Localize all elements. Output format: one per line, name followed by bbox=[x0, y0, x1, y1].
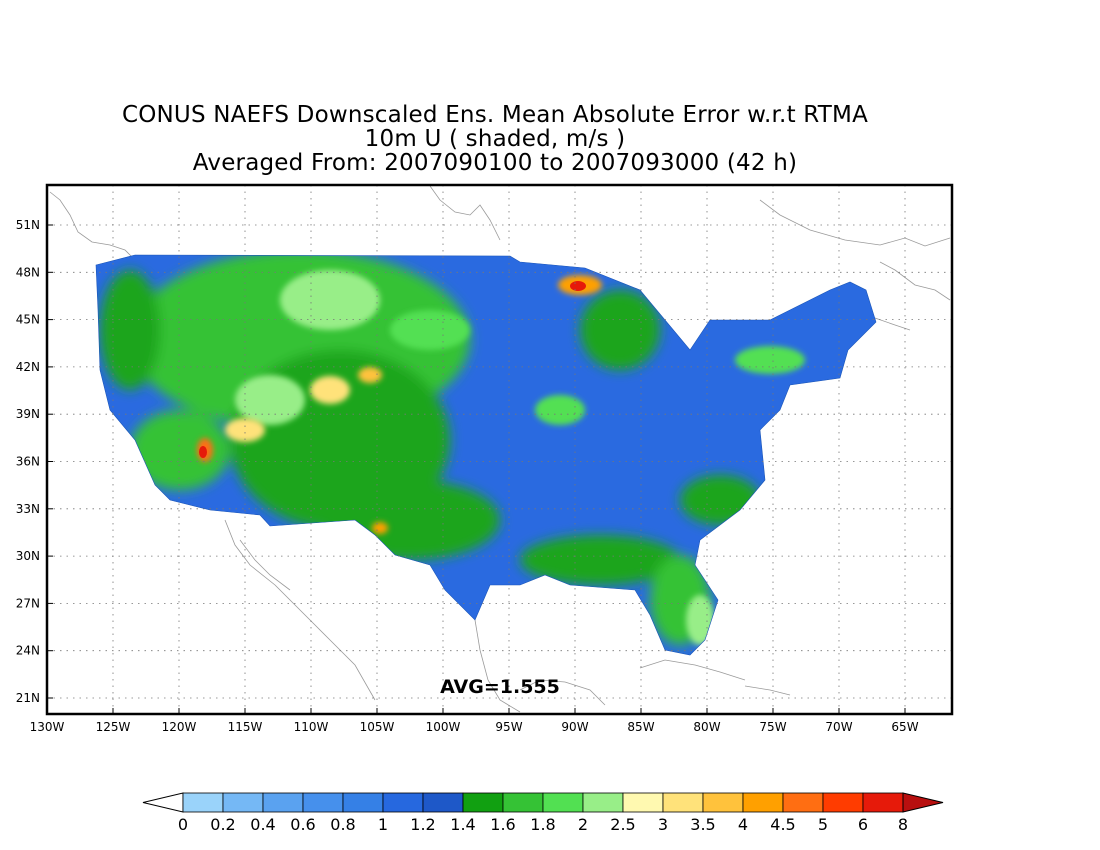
colorbar-swatch bbox=[702, 792, 744, 813]
lon-label: 75W bbox=[759, 720, 786, 734]
lat-label: 48N bbox=[16, 265, 40, 279]
yucatan-coastline bbox=[519, 679, 606, 706]
lon-label: 85W bbox=[627, 720, 654, 734]
coastline-layer bbox=[49, 185, 951, 713]
lat-label: 51N bbox=[16, 218, 40, 232]
colorbar-swatch bbox=[622, 792, 664, 813]
lat-label: 39N bbox=[16, 407, 40, 421]
cuba-coastline bbox=[639, 659, 746, 681]
lat-label: 36N bbox=[16, 455, 40, 469]
colorbar-label: 3 bbox=[658, 815, 668, 834]
colorbar-label: 1.4 bbox=[450, 815, 475, 834]
lon-label: 115W bbox=[228, 720, 263, 734]
lat-label: 27N bbox=[16, 596, 40, 610]
canada-coastline bbox=[429, 185, 501, 241]
colorbar-swatch bbox=[582, 792, 624, 813]
title-line-1: CONUS NAEFS Downscaled Ens. Mean Absolut… bbox=[121, 102, 869, 128]
colorbar-label: 1.8 bbox=[530, 815, 555, 834]
map-border bbox=[45, 183, 954, 716]
colorbar-label: 0.8 bbox=[330, 815, 355, 834]
lon-label: 100W bbox=[426, 720, 461, 734]
lon-label: 105W bbox=[360, 720, 395, 734]
peak-error-california bbox=[199, 446, 207, 458]
canada-east-coastline bbox=[759, 199, 951, 247]
colorbar-swatch bbox=[182, 792, 224, 813]
tick-layer: 51N 48N 45N 42N 39N 36N 33N 30N 27N 24N 21N 130W 125… bbox=[16, 218, 919, 734]
colorbar-swatch bbox=[382, 792, 424, 813]
colorbar-swatch bbox=[502, 792, 544, 813]
colorbar-label: 8 bbox=[898, 815, 908, 834]
lat-label: 33N bbox=[16, 502, 40, 516]
colorbar-swatch bbox=[862, 792, 904, 813]
lon-label: 80W bbox=[693, 720, 720, 734]
grid-layer bbox=[47, 185, 952, 714]
colorbar-swatch bbox=[262, 792, 304, 813]
light-green-patches bbox=[235, 270, 805, 645]
baja-coastline bbox=[239, 539, 291, 591]
maritimes-coastline bbox=[879, 261, 951, 301]
colorbar-label: 0 bbox=[178, 815, 188, 834]
avg-label: AVG=1.555 bbox=[440, 676, 560, 698]
colorbar-swatch bbox=[222, 792, 264, 813]
lat-label: 45N bbox=[16, 313, 40, 327]
colorbar-swatch bbox=[302, 792, 344, 813]
conus-outline bbox=[95, 254, 877, 656]
lon-label: 90W bbox=[561, 720, 588, 734]
colorbar-label: 4.5 bbox=[770, 815, 795, 834]
colorbar-label: 2.5 bbox=[610, 815, 635, 834]
colorbar-label: 0.6 bbox=[290, 815, 315, 834]
colorbar-label: 6 bbox=[858, 815, 868, 834]
colorbar-swatch bbox=[822, 792, 864, 813]
colorbar-swatch bbox=[742, 792, 784, 813]
mexico-pacific-coastline bbox=[224, 519, 376, 701]
lat-label: 30N bbox=[16, 549, 40, 563]
colorbar-label: 5 bbox=[818, 815, 828, 834]
lon-label: 65W bbox=[891, 720, 918, 734]
lon-label: 95W bbox=[495, 720, 522, 734]
colorbar-swatch bbox=[662, 792, 704, 813]
colorbar-label: 2 bbox=[578, 815, 588, 834]
colorbar-label: 1 bbox=[378, 815, 388, 834]
colorbar-swatch bbox=[342, 792, 384, 813]
colorbar-label: 1.6 bbox=[490, 815, 515, 834]
colorbar-swatch bbox=[542, 792, 584, 813]
colorbar: 0 0.2 0.4 0.6 0.8 1 1.2 1.4 1.6 1.8 2 2.5 3 3.5 4 4.5 5 6… bbox=[142, 792, 944, 834]
pacific-northwest-coastline bbox=[49, 191, 136, 261]
peak-error-lake-superior bbox=[570, 281, 586, 291]
colorbar-swatch bbox=[422, 792, 464, 813]
title-line-3: Averaged From: 2007090100 to 2007093000 … bbox=[192, 150, 798, 176]
lon-label: 120W bbox=[162, 720, 197, 734]
lon-label: 70W bbox=[825, 720, 852, 734]
colorbar-label: 3.5 bbox=[690, 815, 715, 834]
mexico-gulf-coastline bbox=[474, 619, 521, 713]
colorbar-swatch bbox=[462, 792, 504, 813]
lat-label: 42N bbox=[16, 360, 40, 374]
lon-label: 110W bbox=[294, 720, 329, 734]
lat-label: 21N bbox=[16, 691, 40, 705]
title-line-2: 10m U ( shaded, m/s ) bbox=[364, 126, 626, 152]
colorbar-under-triangle bbox=[142, 792, 184, 813]
hispaniola-coastline bbox=[744, 685, 791, 696]
colorbar-over-triangle bbox=[902, 792, 944, 813]
colorbar-label: 0.2 bbox=[210, 815, 235, 834]
colorbar-swatch bbox=[782, 792, 824, 813]
colorbar-label: 1.2 bbox=[410, 815, 435, 834]
colorbar-label: 4 bbox=[738, 815, 748, 834]
colorbar-label: 0.4 bbox=[250, 815, 275, 834]
lon-label: 130W bbox=[30, 720, 65, 734]
lat-label: 24N bbox=[16, 644, 40, 658]
lon-label: 125W bbox=[96, 720, 131, 734]
